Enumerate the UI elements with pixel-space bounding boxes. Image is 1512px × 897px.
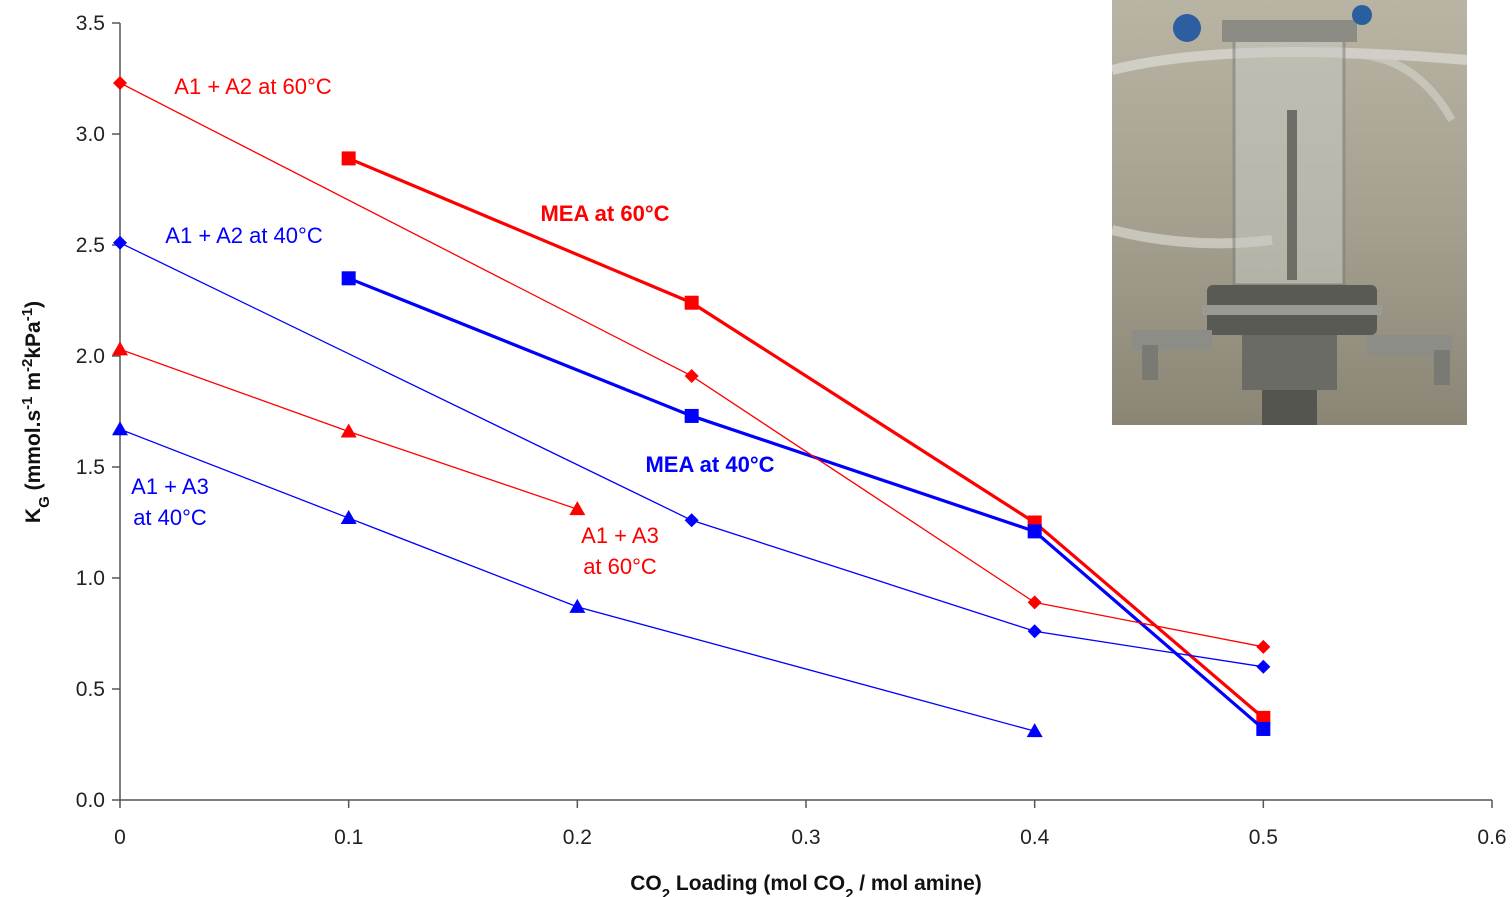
data-point — [1256, 721, 1271, 736]
data-point — [1256, 710, 1271, 725]
x-tick-label: 0.3 — [791, 826, 820, 849]
reactor-photo — [1112, 0, 1467, 425]
data-point — [112, 341, 128, 356]
series-4 — [112, 341, 586, 516]
data-point — [340, 423, 357, 438]
series-line — [119, 82, 1264, 648]
y-tick-label: 2.5 — [76, 234, 105, 257]
data-point — [684, 368, 699, 383]
series-label-line: at 60°C — [583, 554, 657, 579]
series-label: A1 + A2 at 40°C — [165, 223, 323, 248]
series-label-line: A1 + A2 at 40°C — [165, 223, 323, 248]
x-tick-label: 0.5 — [1249, 826, 1278, 849]
series-label: A1 + A2 at 60°C — [174, 74, 332, 99]
series-label-line: MEA at 40°C — [645, 452, 774, 477]
series-line — [348, 276, 1265, 731]
series-line — [119, 428, 1035, 732]
series-label: A1 + A3 at 60°C — [581, 523, 659, 579]
data-point — [113, 235, 127, 250]
y-tick-label: 1.5 — [76, 456, 105, 479]
data-point — [113, 75, 127, 90]
data-point — [341, 151, 356, 166]
y-tick-label: 3.0 — [76, 123, 105, 146]
data-point — [1027, 524, 1042, 539]
data-point — [112, 421, 128, 436]
series-label: MEA at 40°C — [645, 452, 774, 477]
x-tick-label: 0 — [114, 826, 126, 849]
data-point — [1026, 723, 1043, 738]
y-tick-label: 0.5 — [76, 678, 105, 701]
series-3 — [113, 235, 1271, 674]
data-point — [684, 513, 699, 528]
series-1 — [341, 271, 1271, 736]
data-point — [569, 598, 586, 613]
data-point — [1027, 624, 1042, 639]
series-label-line: at 40°C — [133, 505, 207, 530]
data-point — [684, 295, 699, 310]
data-point — [341, 271, 356, 286]
data-point — [1256, 639, 1271, 654]
data-point — [340, 510, 357, 525]
series-5 — [112, 421, 1043, 738]
y-tick-label: 1.0 — [76, 567, 105, 590]
y-tick-label: 3.5 — [76, 12, 105, 35]
x-axis-title: CO2 Loading (mol CO2 / mol amine) — [630, 872, 982, 897]
data-point — [1256, 659, 1271, 674]
data-point — [1027, 595, 1042, 610]
series-label-line: A1 + A3 — [581, 523, 659, 548]
series-line — [348, 156, 1265, 720]
data-point — [684, 408, 699, 423]
series-label-line: MEA at 60°C — [540, 201, 669, 226]
series-line — [119, 242, 1264, 668]
series-label: A1 + A3 at 40°C — [131, 474, 209, 530]
y-tick-label: 2.0 — [76, 345, 105, 368]
y-axis-title: KG (mmol.s-1 m-2kPa-1) — [19, 301, 53, 523]
series-label-line: A1 + A2 at 60°C — [174, 74, 332, 99]
x-tick-label: 0.4 — [1020, 826, 1050, 849]
series-label-line: A1 + A3 — [131, 474, 209, 499]
x-tick-label: 0.1 — [334, 826, 363, 849]
y-tick-label: 0.0 — [76, 789, 105, 812]
series-2 — [113, 75, 1271, 654]
series-label: MEA at 60°C — [540, 201, 669, 226]
x-tick-label: 0.2 — [563, 826, 592, 849]
x-tick-label: 0.6 — [1477, 826, 1506, 849]
data-point — [569, 501, 586, 516]
